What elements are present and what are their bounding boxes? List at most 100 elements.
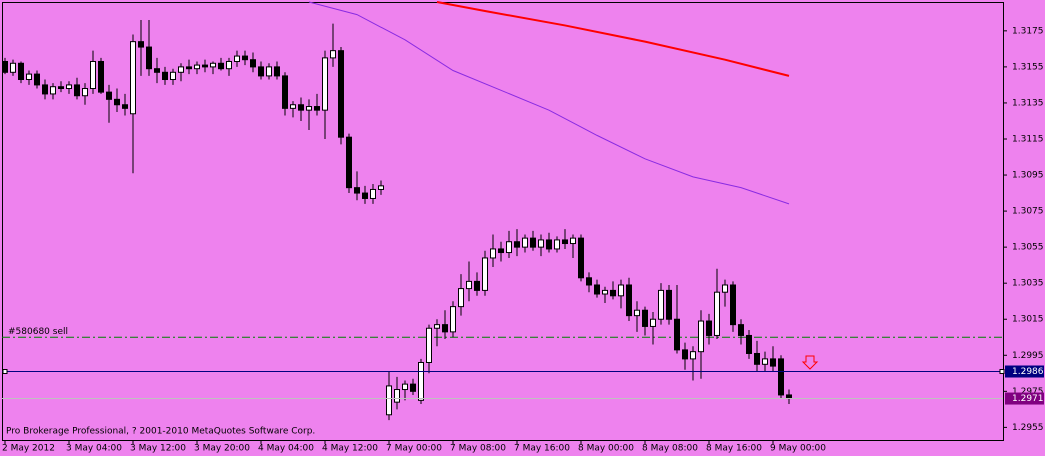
candle-body (634, 309, 640, 317)
y-tick-label: 1.3015 (1012, 315, 1044, 325)
candle-body (114, 98, 120, 106)
level-handle (999, 369, 1005, 375)
candle-body (386, 385, 392, 416)
candle-body (722, 284, 728, 293)
candle-body (306, 106, 312, 111)
candle-body (370, 188, 376, 199)
candle-body (570, 237, 576, 245)
candle-body (754, 352, 760, 365)
candle-body (474, 280, 480, 291)
candle-body (466, 280, 472, 290)
candle-body (186, 66, 192, 70)
candle-body (706, 320, 712, 336)
y-tick-label: 1.2975 (1012, 387, 1044, 397)
candle-body (226, 60, 232, 70)
candle-body (522, 237, 528, 248)
candle-body (98, 60, 104, 93)
candle-body (498, 248, 504, 254)
candle-body (170, 71, 176, 81)
plot-frame (2, 2, 1004, 441)
candle-body (130, 41, 136, 115)
x-tick-label: 4 May 12:00 (322, 444, 378, 454)
candle-body (546, 239, 552, 250)
candle-body (402, 383, 408, 391)
candle-body (674, 318, 680, 351)
candle-body (506, 241, 512, 254)
candle-body (106, 91, 112, 100)
candle-body (578, 237, 584, 279)
price-box (1005, 365, 1044, 378)
candle-body (778, 358, 784, 396)
candle-body (602, 289, 608, 295)
candle-body (698, 320, 704, 353)
x-tick-label: 4 May 04:00 (258, 444, 314, 454)
candle-body (338, 50, 344, 138)
candle-body (658, 289, 664, 320)
candle-body (378, 185, 384, 190)
x-tick-label: 7 May 00:00 (386, 444, 442, 454)
candle-body (618, 284, 624, 297)
candle-body (218, 62, 224, 70)
candle-body (410, 383, 416, 392)
candle-body (554, 239, 560, 250)
candle-body (242, 55, 248, 61)
candle-body (146, 46, 152, 70)
candle-body (730, 284, 736, 326)
y-tick-label: 1.3115 (1012, 134, 1044, 144)
x-tick-label: 3 May 04:00 (66, 444, 122, 454)
candle-body (594, 284, 600, 295)
y-tick-label: 1.2995 (1012, 351, 1044, 361)
candle-body (346, 136, 352, 189)
x-tick-label: 8 May 08:00 (642, 444, 698, 454)
candle-body (450, 306, 456, 333)
candle-body (746, 334, 752, 354)
candle-body (2, 60, 8, 73)
candle-body (82, 88, 88, 97)
candle-body (42, 84, 48, 95)
candle-body (490, 248, 496, 259)
y-tick-label: 1.3095 (1012, 171, 1044, 181)
candle-body (234, 55, 240, 62)
candle-body (626, 284, 632, 317)
candle-body (34, 73, 40, 86)
x-tick-label: 3 May 12:00 (130, 444, 186, 454)
candle-body (50, 86, 56, 95)
x-tick-label: 8 May 16:00 (706, 444, 762, 454)
x-tick-label: 3 May 20:00 (194, 444, 250, 454)
candle-body (282, 75, 288, 109)
candle-body (530, 237, 536, 248)
candle-body (74, 84, 80, 97)
moving-average (436, 1, 790, 77)
y-tick-label: 1.3135 (1012, 98, 1044, 108)
y-tick-label: 1.2955 (1012, 423, 1044, 433)
candle-body (714, 291, 720, 336)
candle-body (258, 66, 264, 77)
candle-body (266, 66, 272, 77)
candle-body (330, 50, 336, 59)
moving-average (308, 1, 790, 205)
candle-body (666, 289, 672, 320)
candle-body (162, 71, 168, 81)
y-tick-label: 1.3055 (1012, 243, 1044, 253)
candle-body (690, 351, 696, 360)
candle-body (434, 324, 440, 329)
candle-body (210, 62, 216, 68)
x-tick-label: 2 May 2012 (2, 444, 55, 454)
candle-body (122, 104, 128, 109)
level-handle (2, 369, 8, 375)
candle-body (418, 361, 424, 401)
candle-body (250, 59, 256, 68)
price-label: 1.2971 (1012, 394, 1044, 404)
candle-body (10, 62, 16, 73)
candle-body (154, 68, 160, 73)
candle-body (194, 64, 200, 70)
candle-body (650, 318, 656, 327)
candle-body (786, 394, 792, 400)
candle-body (538, 239, 544, 248)
candle-body (298, 104, 304, 111)
candle-body (482, 257, 488, 291)
x-tick-label: 9 May 00:00 (770, 444, 826, 454)
candle-body (642, 309, 648, 327)
candle-body (682, 349, 688, 360)
candle-body (290, 104, 296, 109)
